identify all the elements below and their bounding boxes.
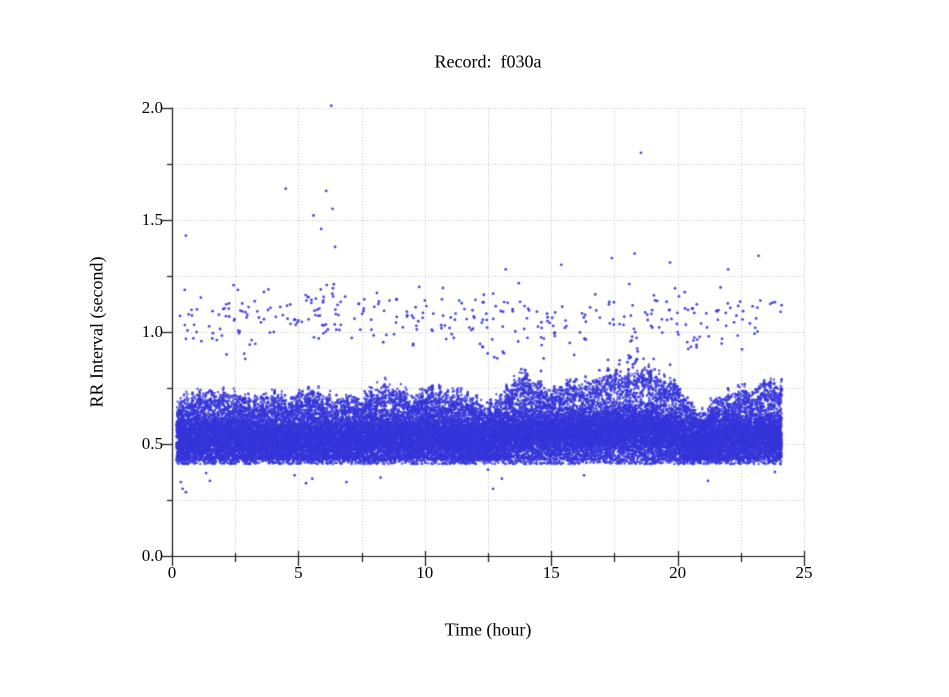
x-tick-label: 20 xyxy=(669,563,687,582)
y-tick-label: 0.5 xyxy=(141,434,163,453)
x-axis-title: Time (hour) xyxy=(444,619,532,640)
y-tick-label: 0.0 xyxy=(141,546,163,565)
y-tick-label: 1.5 xyxy=(141,210,163,229)
y-tick-label: 2.0 xyxy=(141,98,163,117)
x-tick-label: 15 xyxy=(542,563,560,582)
x-tick-label: 0 xyxy=(167,563,177,582)
x-tick-label: 5 xyxy=(294,563,303,582)
chart-title: Record: f030a xyxy=(434,51,542,72)
y-axis-title: RR Interval (second) xyxy=(86,256,107,408)
x-tick-label: 25 xyxy=(795,563,813,582)
x-tick-label: 10 xyxy=(416,563,434,582)
y-tick-label: 1.0 xyxy=(141,322,163,341)
